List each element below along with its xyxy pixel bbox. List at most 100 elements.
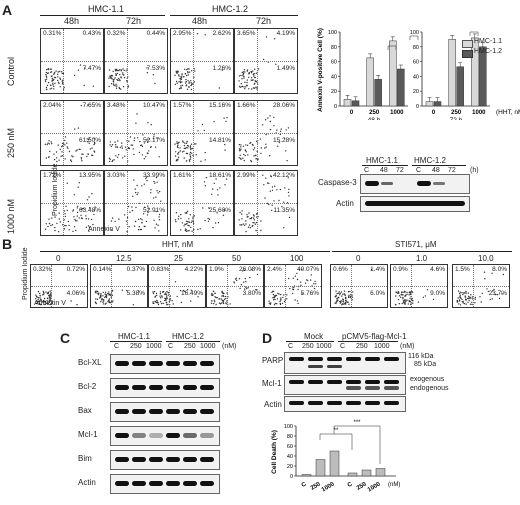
- dot: [177, 156, 180, 158]
- dot: [283, 137, 286, 139]
- dot: [147, 211, 149, 214]
- dot: [136, 193, 138, 196]
- pct-upper-left: 1.72%: [43, 172, 62, 179]
- dot: [229, 303, 231, 305]
- dot: [248, 212, 250, 214]
- dot: [156, 300, 158, 302]
- y-tick-label: 40: [287, 454, 293, 460]
- dot: [243, 159, 245, 162]
- pct-upper-left: 2.04%: [43, 102, 62, 109]
- dot: [98, 297, 101, 299]
- dot: [255, 80, 258, 83]
- dot: [271, 189, 274, 192]
- dot: [217, 222, 220, 224]
- dot: [241, 71, 243, 74]
- dot: [461, 298, 463, 301]
- quadrant-h-line: [41, 61, 103, 62]
- scatter-dots: [210, 269, 259, 306]
- band: [289, 357, 304, 361]
- bar-2-3-2: [479, 46, 487, 107]
- dot: [102, 291, 104, 294]
- dot: [97, 293, 100, 296]
- dot: [157, 224, 159, 226]
- dot: [283, 227, 285, 229]
- quadrant-v-line: [111, 265, 112, 307]
- dot: [58, 218, 60, 220]
- dot: [135, 206, 137, 209]
- dot: [282, 296, 284, 299]
- dot: [252, 87, 254, 89]
- dot: [86, 155, 88, 158]
- annexin-bar-charts: 0204060801000250100048 h0204060801000250…: [317, 28, 520, 120]
- dot: [251, 77, 253, 79]
- dot: [156, 104, 159, 106]
- dot: [179, 82, 182, 84]
- quadrant-h-line: [265, 286, 321, 287]
- dot: [159, 297, 162, 299]
- dot: [49, 298, 51, 300]
- dot: [175, 80, 178, 83]
- d-underline-1: [286, 341, 334, 342]
- dot: [240, 74, 242, 77]
- dot: [265, 143, 267, 145]
- c-blot-5: [110, 450, 220, 470]
- dot: [133, 139, 135, 142]
- dot: [241, 218, 243, 220]
- band: [384, 357, 399, 361]
- quadrant-v-line: [193, 101, 194, 165]
- dot: [267, 117, 269, 119]
- band: [166, 481, 180, 486]
- casp-cell-line-2: HMC-1.2: [414, 156, 447, 165]
- dot: [63, 228, 66, 230]
- dot: [225, 303, 227, 305]
- y-tick-label: 80: [413, 45, 419, 51]
- quadrant-v-line: [169, 265, 170, 307]
- d-unit: (nM): [400, 343, 415, 350]
- dot: [462, 300, 464, 303]
- casp-underline-1: [362, 165, 408, 166]
- dot: [185, 142, 188, 145]
- casp-lane-4: C: [416, 167, 422, 174]
- pct-upper-left: 0.83%: [151, 266, 170, 273]
- x-tick-label: 0: [432, 110, 436, 116]
- dot: [190, 80, 192, 82]
- dot: [122, 72, 124, 74]
- dot: [273, 116, 275, 118]
- dot: [127, 85, 130, 87]
- dot: [158, 190, 161, 193]
- dot: [271, 291, 273, 293]
- pct-lower-right: 11.35%: [273, 207, 295, 214]
- y-tick-label: 80: [331, 45, 337, 51]
- dot: [126, 289, 128, 292]
- flow-plot-r3-c2: 3.03% 33.99% 52.91%: [104, 170, 168, 236]
- dot: [189, 153, 191, 156]
- quadrant-v-line: [193, 171, 194, 235]
- pct-upper-left: 1.66%: [237, 102, 256, 109]
- dot: [412, 302, 414, 304]
- scatter-dots: [334, 268, 373, 306]
- dot: [44, 303, 46, 306]
- cd-x-tick-label: 250: [356, 481, 368, 492]
- dot: [250, 217, 252, 220]
- dot: [73, 194, 76, 196]
- dot: [45, 86, 48, 88]
- scatter-dots: [174, 33, 223, 91]
- dot: [94, 301, 97, 303]
- dot: [276, 189, 278, 191]
- dot: [181, 74, 183, 76]
- dot: [179, 289, 182, 292]
- dot: [180, 213, 182, 216]
- dot: [406, 293, 408, 295]
- dot: [63, 210, 66, 212]
- dot: [241, 85, 244, 88]
- dot: [195, 154, 197, 156]
- dot: [335, 302, 338, 304]
- dot: [287, 127, 290, 129]
- dot: [244, 154, 246, 157]
- dot: [128, 226, 130, 228]
- dot: [207, 220, 210, 222]
- d-lane-5: 250: [356, 343, 368, 350]
- dot: [273, 304, 276, 306]
- dot: [127, 205, 130, 208]
- pct-lower-right: 3.80%: [242, 290, 261, 297]
